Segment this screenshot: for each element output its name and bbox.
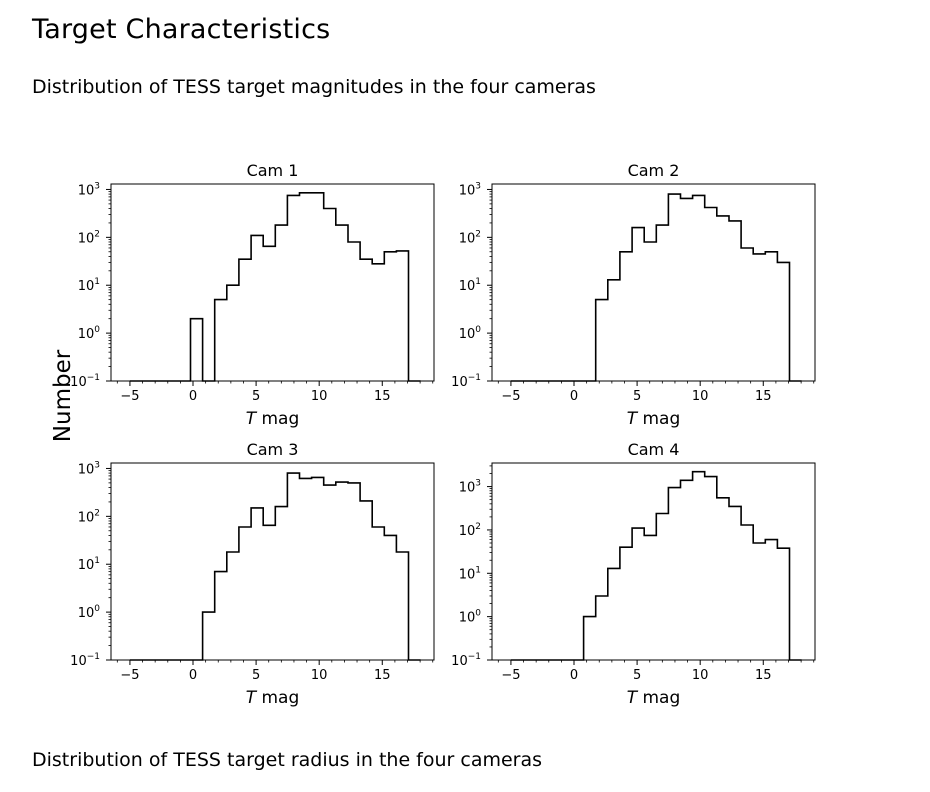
cam-3-x-axis-label: T mag — [246, 688, 300, 708]
cam-3-y-tick-label: 100 — [78, 604, 101, 621]
cam-2-y-tick-label: 102 — [459, 229, 481, 246]
cam-1-y-tick-label: 102 — [78, 229, 100, 246]
cam-2-axes-frame — [491, 183, 816, 382]
cam-4-histogram-step — [510, 470, 802, 661]
cam-3-y-tick-label: 101 — [78, 556, 100, 573]
cam-4-y-tick-label: 101 — [459, 565, 481, 582]
cam-4-title: Cam 4 — [628, 440, 680, 459]
cam-4-x-tick-label: 10 — [692, 668, 709, 683]
cam-2-panel: Cam 2 −5 0 5 10 15 10−1 100 101 102 103 T mag — [451, 161, 816, 429]
cam-2-x-tick-label: 15 — [755, 389, 772, 404]
cam-3-axes-frame — [110, 462, 435, 661]
cam-3-x-tick-label: 0 — [189, 668, 197, 683]
cam-1-axes-frame — [110, 183, 435, 382]
cam-2-y-tick-label: 101 — [459, 277, 481, 294]
cam-2-y-tick-label: 100 — [459, 325, 482, 342]
cam-3-x-tick-label: 10 — [311, 668, 328, 683]
cam-4-panel: Cam 4 −5 0 5 10 15 10−1 100 101 102 103 T mag — [451, 440, 816, 708]
cam-1-y-tick-label: 10−1 — [70, 373, 100, 390]
cam-1-panel: Cam 1 −5 0 5 10 15 10−1 100 101 102 103 T mag — [70, 161, 435, 429]
cam-1-x-axis-label: T mag — [246, 409, 300, 429]
cam-4-axes-frame — [491, 462, 816, 661]
cam-3-y-tick-label: 10−1 — [70, 652, 100, 669]
magnitudes-caption: Distribution of TESS target magnitudes i… — [32, 76, 596, 98]
cam-1-x-tick-label: −5 — [120, 389, 139, 404]
cam-2-y-tick-label: 103 — [459, 181, 481, 198]
cam-3-panel: Cam 3 −5 0 5 10 15 10−1 100 101 102 103 T mag — [70, 440, 435, 708]
cam-4-y-tick-label: 100 — [459, 609, 482, 626]
cam-3-y-tick-label: 102 — [78, 508, 100, 525]
cam-1-x-tick-label: 5 — [252, 389, 260, 404]
cam-2-title: Cam 2 — [628, 161, 680, 180]
cam-2-histogram-step — [510, 193, 802, 382]
cam-1-x-tick-label: 0 — [189, 389, 197, 404]
cam-3-x-tick-label: 15 — [374, 668, 391, 683]
radius-caption: Distribution of TESS target radius in th… — [32, 749, 543, 771]
cam-4-y-tick-label: 10−1 — [451, 652, 481, 669]
cam-3-x-tick-label: 5 — [252, 668, 260, 683]
cam-1-x-tick-label: 15 — [374, 389, 391, 404]
cam-1-histogram-step — [129, 192, 421, 382]
cam-1-title: Cam 1 — [247, 161, 299, 180]
cam-4-x-tick-label: 15 — [755, 668, 772, 683]
cam-3-x-tick-label: −5 — [120, 668, 139, 683]
cam-1-y-tick-label: 100 — [78, 325, 101, 342]
cam-3-title: Cam 3 — [247, 440, 299, 459]
cam-4-y-tick-label: 102 — [459, 522, 481, 539]
cam-4-x-tick-label: 0 — [570, 668, 578, 683]
cam-4-x-tick-label: 5 — [633, 668, 641, 683]
cam-2-x-tick-label: 0 — [570, 389, 578, 404]
cam-1-x-tick-label: 10 — [311, 389, 328, 404]
cam-1-y-tick-label: 101 — [78, 277, 100, 294]
cam-4-x-axis-label: T mag — [627, 688, 681, 708]
shared-y-axis-label: Number — [50, 349, 76, 442]
cam-2-x-tick-label: 5 — [633, 389, 641, 404]
cam-2-y-tick-label: 10−1 — [451, 373, 481, 390]
cam-2-x-tick-label: 10 — [692, 389, 709, 404]
cam-3-histogram-step — [129, 472, 421, 661]
cam-1-y-tick-label: 103 — [78, 181, 100, 198]
cam-3-y-tick-label: 103 — [78, 460, 100, 477]
cam-4-x-tick-label: −5 — [501, 668, 520, 683]
cam-2-x-tick-label: −5 — [501, 389, 520, 404]
cam-4-y-tick-label: 103 — [459, 479, 481, 496]
cam-2-x-axis-label: T mag — [627, 409, 681, 429]
page-title: Target Characteristics — [32, 14, 331, 45]
